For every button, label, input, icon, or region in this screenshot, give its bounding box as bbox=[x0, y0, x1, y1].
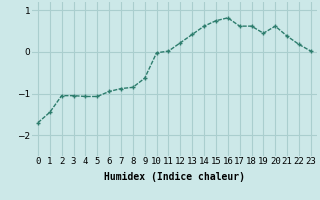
X-axis label: Humidex (Indice chaleur): Humidex (Indice chaleur) bbox=[104, 172, 245, 182]
